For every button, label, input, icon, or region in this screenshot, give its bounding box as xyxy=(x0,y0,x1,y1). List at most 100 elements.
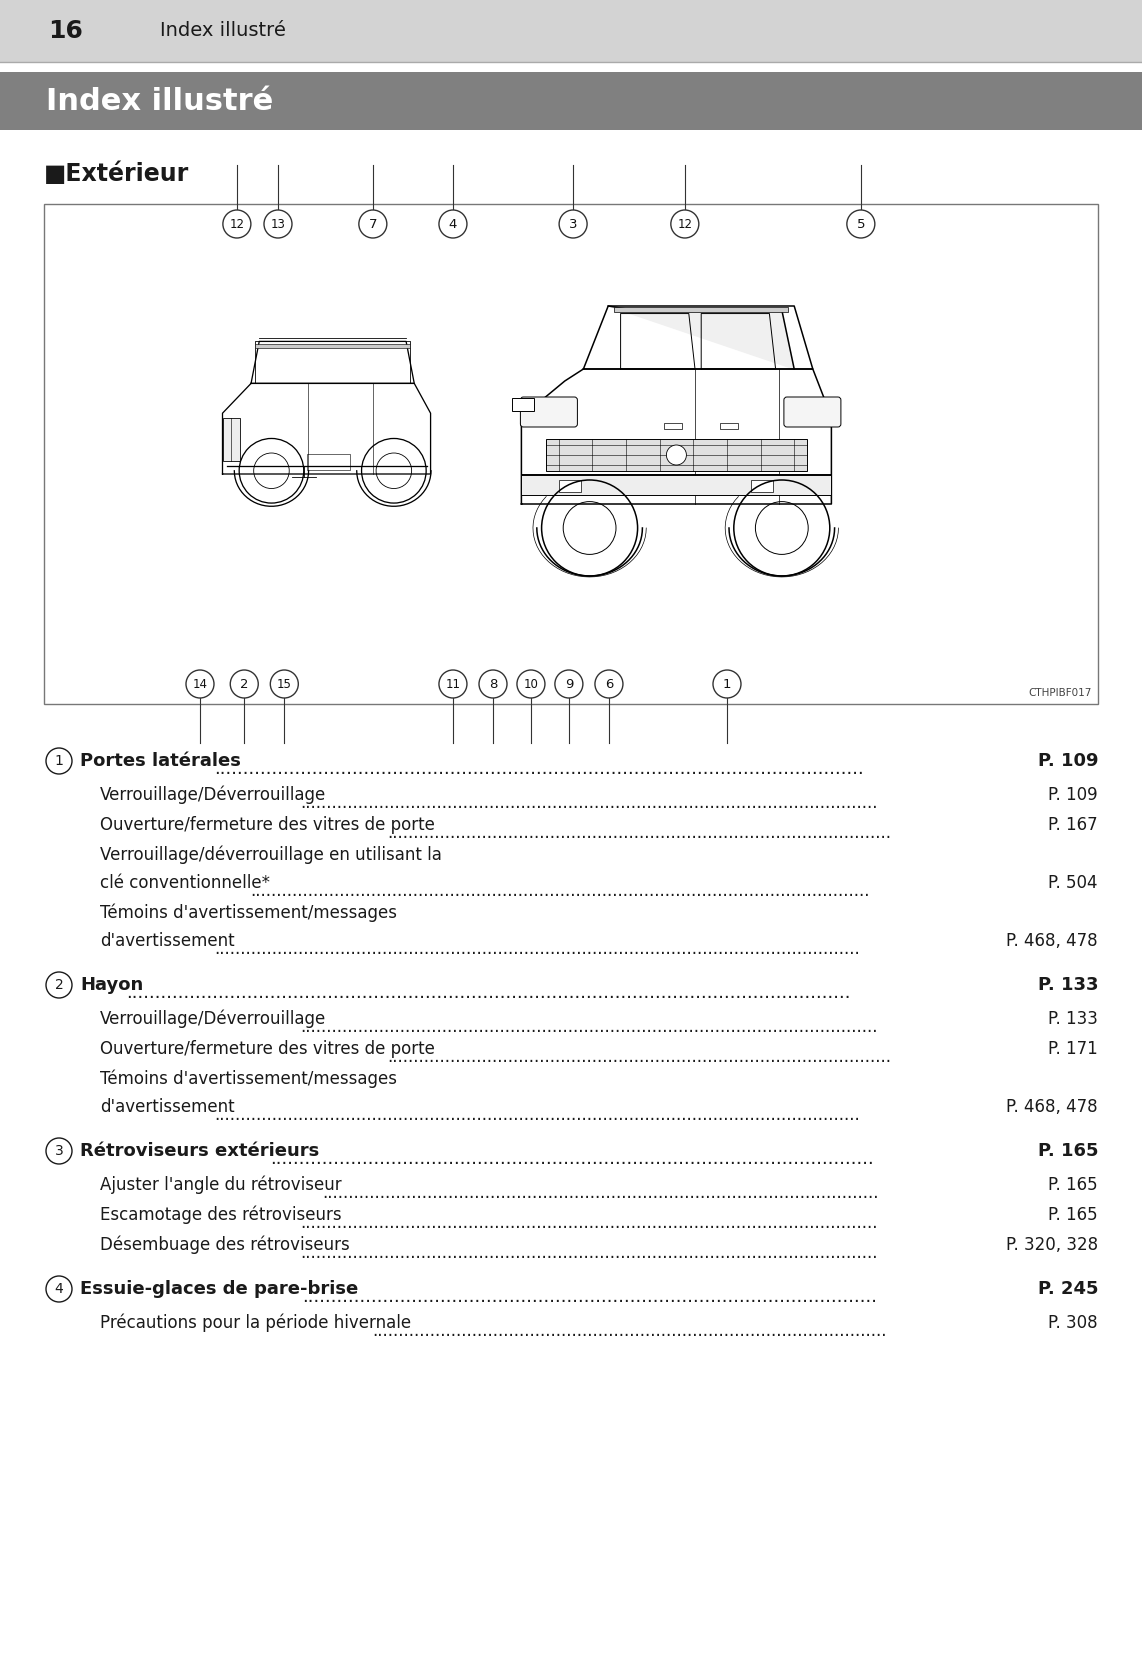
Circle shape xyxy=(46,748,72,774)
Bar xyxy=(558,480,580,491)
Text: 12: 12 xyxy=(230,217,244,230)
Text: ................................................................................: ........................................… xyxy=(372,1322,887,1340)
Text: 11: 11 xyxy=(445,678,460,690)
Text: ................................................................................: ........................................… xyxy=(387,824,891,842)
Text: P. 308: P. 308 xyxy=(1048,1313,1097,1331)
Text: ................................................................................: ........................................… xyxy=(300,1244,878,1262)
Text: ................................................................................: ........................................… xyxy=(126,984,851,1002)
Text: ................................................................................: ........................................… xyxy=(214,939,860,958)
Circle shape xyxy=(555,670,582,698)
Text: P. 165: P. 165 xyxy=(1048,1206,1097,1224)
Text: 1: 1 xyxy=(55,754,64,767)
Text: ................................................................................: ........................................… xyxy=(300,794,878,812)
Text: ................................................................................: ........................................… xyxy=(250,882,869,900)
Text: 3: 3 xyxy=(569,217,578,230)
Text: ................................................................................: ........................................… xyxy=(300,1214,878,1232)
Bar xyxy=(522,475,831,495)
FancyBboxPatch shape xyxy=(521,397,578,427)
Circle shape xyxy=(439,670,467,698)
Circle shape xyxy=(713,670,741,698)
Text: P. 109: P. 109 xyxy=(1048,786,1097,804)
Text: Ouverture/fermeture des vitres de porte: Ouverture/fermeture des vitres de porte xyxy=(100,815,435,834)
Text: Hayon: Hayon xyxy=(80,976,143,994)
Text: 16: 16 xyxy=(48,18,83,43)
Text: Désembuage des rétroviseurs: Désembuage des rétroviseurs xyxy=(100,1236,349,1254)
Text: 4: 4 xyxy=(449,217,457,230)
Polygon shape xyxy=(609,306,794,369)
Text: ................................................................................: ........................................… xyxy=(214,1107,860,1125)
Text: 6: 6 xyxy=(605,678,613,690)
Text: P. 133: P. 133 xyxy=(1037,976,1097,994)
FancyBboxPatch shape xyxy=(783,397,841,427)
Text: clé conventionnelle*: clé conventionnelle* xyxy=(100,873,270,892)
Bar xyxy=(223,418,240,461)
Circle shape xyxy=(46,1138,72,1164)
Text: Index illustré: Index illustré xyxy=(160,22,286,40)
Text: ................................................................................: ........................................… xyxy=(300,1017,878,1035)
Circle shape xyxy=(847,210,875,238)
Circle shape xyxy=(517,670,545,698)
Text: 7: 7 xyxy=(369,217,377,230)
Text: Index illustré: Index illustré xyxy=(46,86,273,116)
Text: ................................................................................: ........................................… xyxy=(270,1150,874,1168)
Bar xyxy=(0,73,1142,131)
Text: Précautions pour la période hivernale: Précautions pour la période hivernale xyxy=(100,1313,411,1331)
Text: ................................................................................: ........................................… xyxy=(387,1049,891,1065)
Text: 12: 12 xyxy=(677,217,692,230)
Circle shape xyxy=(439,210,467,238)
Text: P. 504: P. 504 xyxy=(1048,873,1097,892)
Text: 8: 8 xyxy=(489,678,497,690)
Bar xyxy=(45,203,1097,705)
Circle shape xyxy=(478,670,507,698)
Text: Témoins d'avertissement/messages: Témoins d'avertissement/messages xyxy=(100,903,397,923)
Bar xyxy=(750,480,773,491)
Text: d'avertissement: d'avertissement xyxy=(100,1098,234,1116)
Bar xyxy=(664,423,682,428)
Text: Ajuster l'angle du rétroviseur: Ajuster l'angle du rétroviseur xyxy=(100,1176,341,1194)
Text: 14: 14 xyxy=(193,678,208,690)
Circle shape xyxy=(271,670,298,698)
Text: 3: 3 xyxy=(55,1145,63,1158)
Bar xyxy=(546,438,806,471)
Circle shape xyxy=(264,210,292,238)
Bar xyxy=(719,423,738,428)
Bar xyxy=(307,455,349,470)
Text: 1: 1 xyxy=(723,678,731,690)
Bar xyxy=(614,308,788,313)
Text: 15: 15 xyxy=(276,678,291,690)
Text: P. 133: P. 133 xyxy=(1048,1011,1097,1029)
Circle shape xyxy=(560,210,587,238)
Circle shape xyxy=(595,670,622,698)
Text: P. 468, 478: P. 468, 478 xyxy=(1006,1098,1097,1116)
Circle shape xyxy=(186,670,214,698)
Text: P. 171: P. 171 xyxy=(1048,1040,1097,1059)
Bar xyxy=(512,399,534,410)
Text: P. 165: P. 165 xyxy=(1037,1141,1097,1159)
Text: ................................................................................: ........................................… xyxy=(322,1184,878,1202)
Text: Rétroviseurs extérieurs: Rétroviseurs extérieurs xyxy=(80,1141,320,1159)
Text: Ouverture/fermeture des vitres de porte: Ouverture/fermeture des vitres de porte xyxy=(100,1040,435,1059)
Text: Témoins d'avertissement/messages: Témoins d'avertissement/messages xyxy=(100,1070,397,1088)
Circle shape xyxy=(46,1275,72,1302)
Text: 2: 2 xyxy=(240,678,249,690)
Text: 4: 4 xyxy=(55,1282,63,1297)
Text: ■Extérieur: ■Extérieur xyxy=(45,162,190,185)
Text: CTHPIBF017: CTHPIBF017 xyxy=(1029,688,1092,698)
Text: ................................................................................: ........................................… xyxy=(301,1288,877,1307)
Text: Verrouillage/Déverrouillage: Verrouillage/Déverrouillage xyxy=(100,1009,327,1029)
Text: 10: 10 xyxy=(523,678,538,690)
Circle shape xyxy=(670,210,699,238)
Circle shape xyxy=(231,670,258,698)
Text: P. 468, 478: P. 468, 478 xyxy=(1006,931,1097,949)
Circle shape xyxy=(46,973,72,997)
Text: Portes latérales: Portes latérales xyxy=(80,753,241,771)
Text: d'avertissement: d'avertissement xyxy=(100,931,234,949)
Text: P. 167: P. 167 xyxy=(1048,815,1097,834)
Circle shape xyxy=(223,210,251,238)
Bar xyxy=(0,0,1142,61)
Text: Escamotage des rétroviseurs: Escamotage des rétroviseurs xyxy=(100,1206,341,1224)
Circle shape xyxy=(359,210,387,238)
Text: Essuie-glaces de pare-brise: Essuie-glaces de pare-brise xyxy=(80,1280,359,1298)
Circle shape xyxy=(667,445,686,465)
Text: P. 165: P. 165 xyxy=(1048,1176,1097,1194)
